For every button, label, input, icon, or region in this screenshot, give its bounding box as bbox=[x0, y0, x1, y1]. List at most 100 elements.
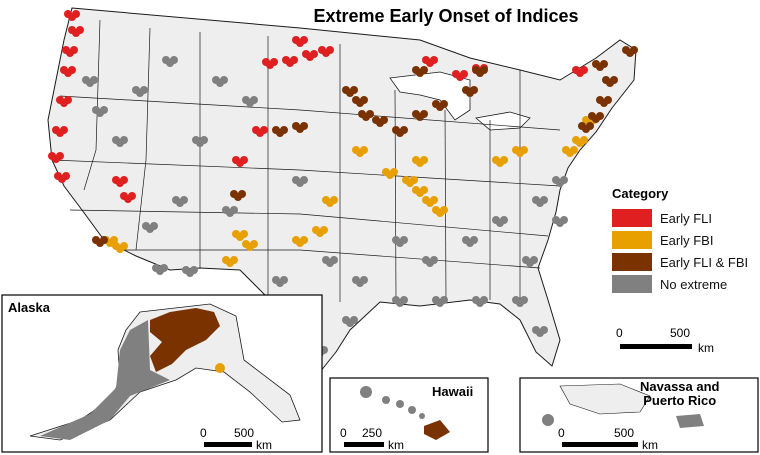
site-point-fli bbox=[270, 58, 278, 66]
site-point-fbi bbox=[120, 242, 128, 250]
site-point-fli bbox=[56, 152, 64, 160]
site-point-both bbox=[380, 116, 388, 124]
site-point-fli bbox=[310, 50, 318, 58]
site-point-none bbox=[180, 196, 188, 204]
site-point-fbi bbox=[500, 156, 508, 164]
pr-inset-frame bbox=[519, 377, 759, 453]
scale-zero: 0 bbox=[616, 326, 623, 340]
pr-label: Navassa and Puerto Rico bbox=[640, 380, 720, 408]
site-point-fli bbox=[326, 46, 334, 54]
site-point-both bbox=[360, 96, 368, 104]
site-point-fli bbox=[72, 10, 80, 18]
scale-unit: km bbox=[256, 438, 272, 452]
site-point-none bbox=[120, 136, 128, 144]
site-point-both bbox=[400, 126, 408, 134]
site-point-both bbox=[610, 76, 618, 84]
site-point-fbi bbox=[410, 176, 418, 184]
site-point-fbi bbox=[390, 168, 398, 176]
site-point-fbi bbox=[240, 230, 248, 238]
site-point-both bbox=[420, 66, 428, 74]
site-point-none bbox=[90, 76, 98, 84]
scale-max: 500 bbox=[234, 426, 255, 440]
site-point-none bbox=[140, 86, 148, 94]
site-point-none bbox=[100, 106, 108, 114]
site-point-fbi bbox=[250, 240, 258, 248]
site-point-fli bbox=[70, 46, 78, 54]
scale-max: 500 bbox=[614, 426, 635, 440]
site-point-both bbox=[630, 46, 638, 54]
legend-swatch bbox=[612, 209, 652, 227]
site-point-both bbox=[238, 190, 246, 198]
site-point-both bbox=[440, 100, 448, 108]
site-point-fbi bbox=[580, 136, 588, 144]
site-point-both bbox=[596, 112, 604, 120]
great-lakes bbox=[389, 71, 531, 131]
site-point-fli bbox=[580, 66, 588, 74]
site-point-fli bbox=[290, 56, 298, 64]
alaska-label: Alaska bbox=[8, 300, 50, 315]
navassa-point bbox=[542, 414, 554, 426]
site-point-none bbox=[440, 296, 448, 304]
site-point-both bbox=[600, 60, 608, 68]
site-point-both bbox=[366, 110, 374, 118]
site-point-both bbox=[604, 96, 612, 104]
main-scale-bar: 0 500 km bbox=[612, 326, 732, 356]
site-point-both bbox=[470, 86, 478, 94]
site-point-fli bbox=[64, 96, 72, 104]
site-point-none bbox=[230, 206, 238, 214]
scale-unit: km bbox=[698, 341, 714, 355]
legend-title: Category bbox=[612, 186, 669, 201]
site-point-none bbox=[170, 56, 178, 64]
map-title: Extreme Early Onset of Indices bbox=[313, 6, 579, 26]
site-point-fbi bbox=[300, 236, 308, 244]
alaska-no-extreme bbox=[40, 320, 170, 440]
hawaii-islands bbox=[360, 386, 425, 419]
site-point-both bbox=[480, 66, 488, 74]
site-point-none bbox=[190, 266, 198, 274]
site-point-fli bbox=[240, 156, 248, 164]
pr-label-line1: Navassa and bbox=[640, 379, 720, 394]
site-point-none bbox=[330, 256, 338, 264]
site-point-fbi bbox=[440, 206, 448, 214]
site-point-both bbox=[280, 126, 288, 134]
site-point-none bbox=[470, 236, 478, 244]
site-point-fbi bbox=[230, 256, 238, 264]
legend-item: No extreme bbox=[612, 273, 752, 295]
scale-zero: 0 bbox=[558, 426, 565, 440]
site-point-none bbox=[480, 296, 488, 304]
site-point-both bbox=[420, 110, 428, 118]
scale-max: 500 bbox=[670, 326, 691, 340]
scale-bar bbox=[344, 442, 384, 447]
scale-bar bbox=[562, 442, 638, 447]
site-point-none bbox=[150, 222, 158, 230]
site-point-fbi bbox=[320, 226, 328, 234]
data-points bbox=[48, 10, 638, 357]
legend-label: No extreme bbox=[660, 276, 728, 292]
site-point-fli bbox=[60, 126, 68, 134]
site-point-both bbox=[100, 236, 108, 244]
site-point-fli bbox=[430, 56, 438, 64]
hawaii-inset-frame bbox=[329, 377, 489, 453]
hawaii-label: Hawaii bbox=[432, 384, 474, 399]
legend-label: Early FLI & FBI bbox=[660, 254, 749, 270]
site-point-fbi bbox=[330, 196, 338, 204]
legend-label: Early FBI bbox=[660, 232, 714, 248]
legend-item: Early FBI bbox=[612, 229, 752, 251]
alaska-scale-bar: 0 500 km bbox=[200, 426, 300, 452]
hawaii-big-island bbox=[424, 420, 450, 440]
alaska-fbi-point bbox=[215, 363, 225, 373]
pr-label-line2: Puerto Rico bbox=[643, 393, 717, 408]
site-point-both bbox=[300, 122, 308, 130]
puerto-rico-shape bbox=[676, 414, 704, 428]
alaska-fli-fbi-region bbox=[150, 308, 220, 372]
site-point-none bbox=[300, 176, 308, 184]
site-point-none bbox=[280, 276, 288, 284]
site-point-none bbox=[540, 196, 548, 204]
site-point-none bbox=[530, 256, 538, 264]
site-point-none bbox=[360, 276, 368, 284]
legend-item: Early FLI & FBI bbox=[612, 251, 752, 273]
scale-bar bbox=[620, 344, 692, 349]
legend: Category Early FLI Early FBI Early FLI &… bbox=[612, 186, 752, 295]
scale-unit: km bbox=[642, 438, 658, 452]
scale-zero: 0 bbox=[200, 426, 207, 440]
